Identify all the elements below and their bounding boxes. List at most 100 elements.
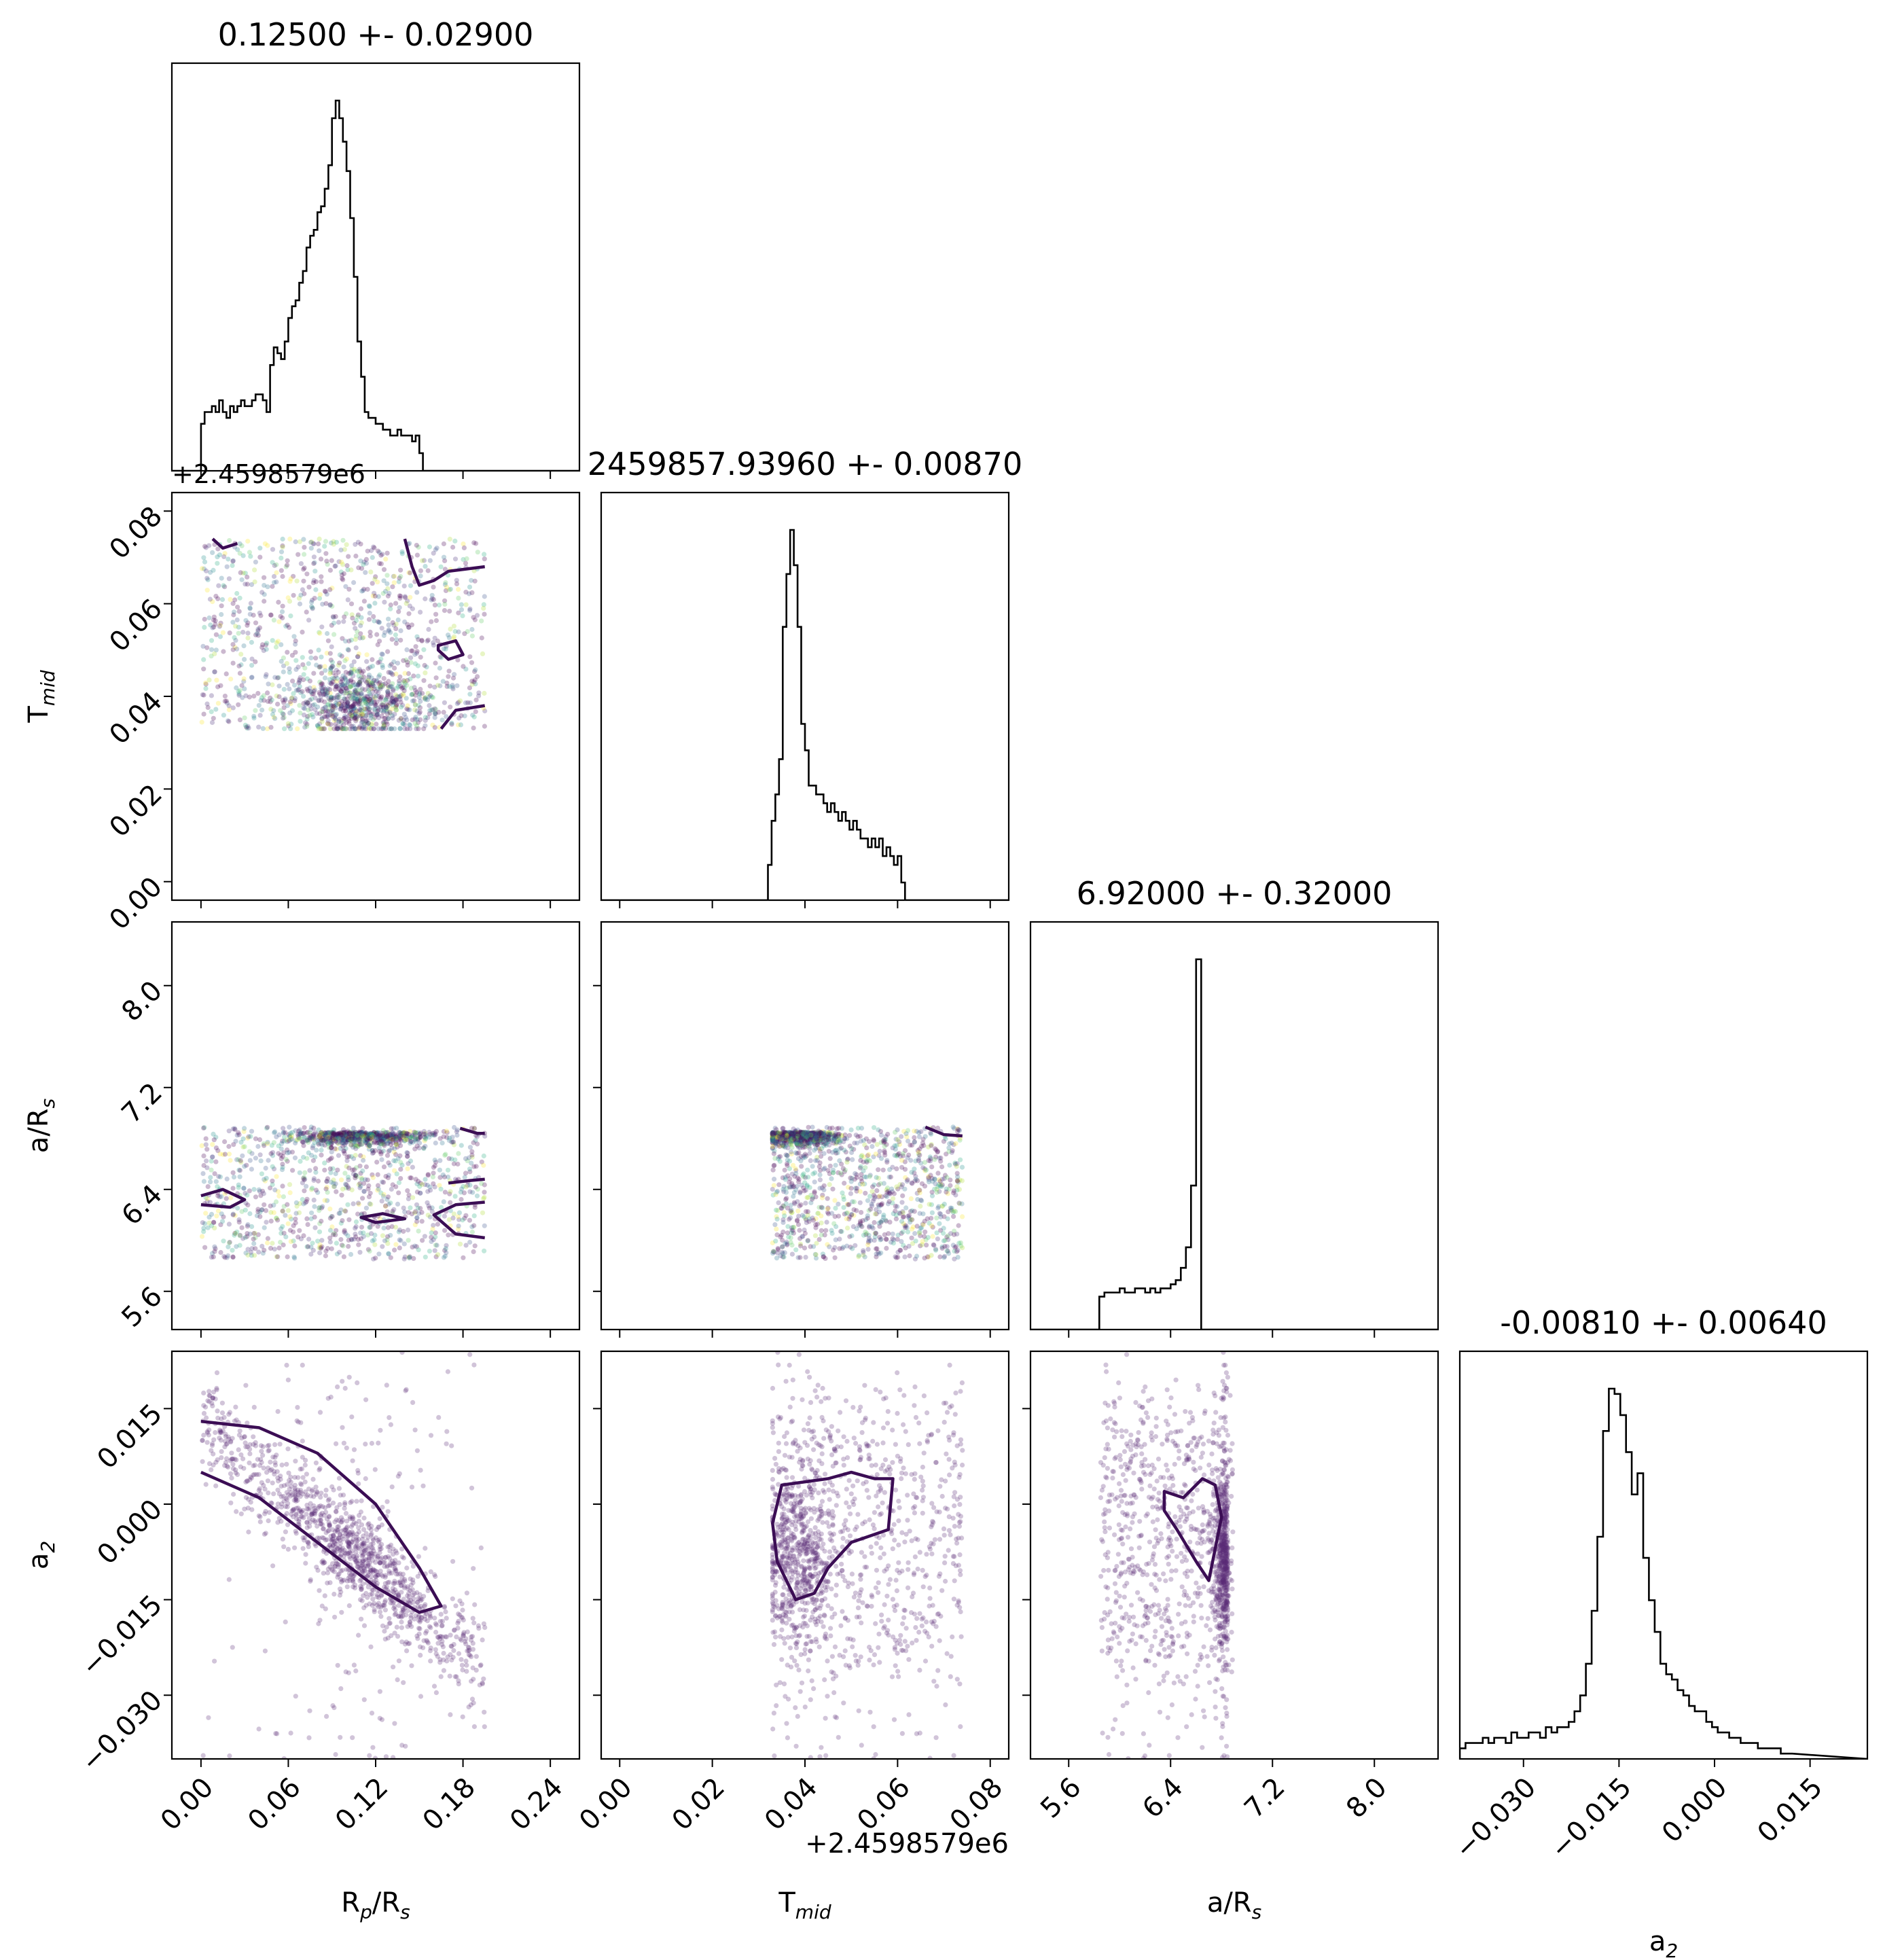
scatter-point: [337, 652, 342, 658]
scatter-point: [456, 595, 461, 601]
scatter-point: [431, 1164, 437, 1170]
scatter-point: [302, 552, 307, 557]
scatter-point: [918, 1129, 924, 1135]
scatter-point: [401, 680, 406, 685]
scatter-point: [287, 1214, 293, 1219]
scatter-point: [344, 688, 350, 694]
scatter-point: [319, 1218, 324, 1224]
scatter-point: [958, 1157, 963, 1162]
scatter-point: [419, 1219, 425, 1224]
scatter-point: [268, 1186, 273, 1191]
scatter-point: [912, 1128, 917, 1134]
scatter-point: [405, 1166, 410, 1171]
scatter-point: [376, 1251, 382, 1257]
scatter-point: [217, 1152, 223, 1157]
scatter-point: [789, 1251, 795, 1257]
scatter-point: [268, 695, 273, 700]
scatter-point: [922, 1229, 928, 1234]
scatter-point: [221, 583, 226, 588]
scatter-point: [409, 622, 415, 628]
scatter-point: [306, 1150, 311, 1156]
scatter-point: [887, 1167, 893, 1173]
scatter-point: [388, 1141, 393, 1147]
scatter-point: [232, 1126, 238, 1133]
scatter-point: [902, 1159, 908, 1164]
scatter-point: [849, 1212, 855, 1217]
scatter-point: [228, 676, 234, 682]
scatter-point: [899, 1158, 905, 1163]
scatter-point: [916, 1134, 922, 1139]
scatter-point: [412, 1427, 418, 1433]
scatter-point: [199, 719, 204, 725]
scatter-point: [869, 1203, 875, 1209]
scatter-point: [226, 576, 232, 582]
scatter-point: [375, 706, 380, 711]
scatter-point: [330, 707, 336, 713]
scatter-point: [934, 1190, 939, 1195]
scatter-point: [460, 1217, 465, 1223]
scatter-point: [467, 584, 473, 590]
scatter-point: [202, 1245, 208, 1250]
scatter-point: [392, 665, 397, 671]
scatter-point: [257, 610, 262, 616]
scatter-point: [793, 1247, 799, 1253]
scatter-point: [882, 1139, 888, 1144]
scatter-point: [363, 1164, 370, 1170]
scatter-point: [805, 1167, 810, 1173]
scatter-point: [1194, 1580, 1199, 1586]
scatter-point: [806, 1219, 812, 1224]
scatter-point: [350, 1167, 355, 1173]
scatter-point: [813, 1252, 819, 1258]
scatter-point: [390, 1130, 395, 1136]
scatter-point: [787, 1158, 792, 1164]
scatter-point: [274, 580, 279, 585]
scatter-point: [795, 1222, 802, 1227]
scatter-point: [306, 661, 311, 666]
scatter-point: [440, 1172, 446, 1177]
scatter-point: [459, 1143, 464, 1148]
scatter-point: [467, 1189, 473, 1194]
scatter-point: [367, 604, 372, 609]
scatter-point: [293, 666, 299, 673]
scatter-point: [293, 641, 298, 647]
scatter-point: [338, 689, 344, 694]
scatter-point: [351, 1236, 357, 1242]
scatter-point: [209, 693, 214, 698]
scatter-point: [472, 1243, 478, 1249]
scatter-point: [452, 538, 458, 544]
scatter-point: [899, 1239, 904, 1244]
scatter-point: [461, 664, 466, 669]
scatter-point: [280, 544, 285, 550]
scatter-point: [359, 705, 364, 711]
scatter-point: [266, 681, 271, 687]
scatter-point: [281, 1139, 287, 1144]
scatter-point: [432, 711, 437, 717]
scatter-point: [288, 1130, 293, 1136]
scatter-point: [395, 617, 401, 623]
scatter-point: [408, 570, 413, 575]
scatter-point: [232, 597, 238, 603]
scatter-point: [201, 666, 207, 672]
scatter-point: [199, 1143, 204, 1148]
scatter-point: [902, 1254, 908, 1260]
scatter-point: [231, 612, 236, 618]
scatter-point: [357, 682, 362, 688]
scatter-point: [281, 687, 287, 692]
scatter-point: [390, 1137, 395, 1143]
scatter-point: [204, 1147, 210, 1152]
scatter-point: [302, 545, 307, 550]
scatter-point: [259, 695, 264, 700]
scatter-point: [226, 1143, 232, 1150]
scatter-point: [899, 1230, 904, 1236]
scatter-point: [209, 719, 215, 726]
scatter-point: [462, 631, 467, 637]
scatter-point: [302, 1170, 308, 1175]
scatter-point: [384, 1153, 391, 1158]
scatter-point: [863, 1217, 869, 1222]
scatter-point: [231, 609, 237, 615]
scatter-point: [386, 616, 391, 622]
scatter-point: [952, 1160, 958, 1166]
scatter-point: [944, 1175, 950, 1180]
scatter-point: [824, 1219, 829, 1225]
scatter-point: [393, 671, 399, 677]
